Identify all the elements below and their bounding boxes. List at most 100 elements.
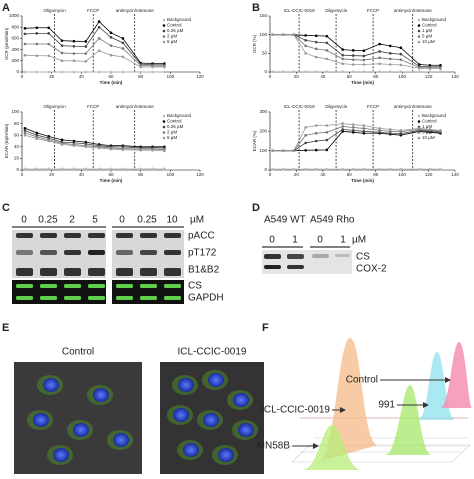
point xyxy=(60,44,64,47)
legend-marker xyxy=(162,29,166,33)
point xyxy=(23,42,27,46)
nucleus xyxy=(33,413,49,427)
band xyxy=(64,250,81,255)
fluor-band xyxy=(164,296,181,300)
x-tick-label: 20 xyxy=(49,172,55,177)
point xyxy=(362,127,366,130)
x-tick-label: 80 xyxy=(373,172,379,177)
point xyxy=(304,126,307,129)
point xyxy=(109,167,113,171)
point xyxy=(47,54,50,58)
point xyxy=(351,54,355,57)
point xyxy=(314,47,318,51)
x-tick-label: 40 xyxy=(79,74,85,79)
point xyxy=(23,32,27,36)
point xyxy=(271,33,274,36)
point xyxy=(378,167,381,171)
fluor-band xyxy=(140,296,157,300)
point xyxy=(428,70,432,73)
point xyxy=(325,34,329,38)
point xyxy=(163,70,166,74)
series-line xyxy=(24,132,165,151)
point xyxy=(439,67,442,70)
legend-marker xyxy=(162,136,166,140)
legend-label: 0.25 µM xyxy=(167,28,184,33)
y-axis-label: OCR (%) xyxy=(252,34,257,53)
point xyxy=(399,63,403,67)
y-tick-label: 1000 xyxy=(9,13,20,18)
point xyxy=(151,148,154,152)
point xyxy=(72,167,76,171)
point xyxy=(325,57,329,61)
band-label: CS xyxy=(188,281,202,292)
image-label: Control xyxy=(62,347,94,358)
band-label: pT172 xyxy=(188,248,217,259)
point xyxy=(84,52,88,55)
point xyxy=(341,122,344,125)
point xyxy=(121,37,125,40)
fluor-band xyxy=(16,284,33,288)
point xyxy=(97,167,101,171)
point xyxy=(121,70,125,74)
peak xyxy=(302,425,362,470)
band xyxy=(164,268,181,276)
point xyxy=(378,62,381,66)
point xyxy=(109,44,113,47)
band xyxy=(264,254,281,259)
dose-label: 0 xyxy=(269,235,275,246)
point xyxy=(325,70,329,73)
x-tick-label: 80 xyxy=(373,74,379,79)
point xyxy=(163,65,166,69)
band xyxy=(164,250,181,255)
series-line xyxy=(24,20,165,64)
point xyxy=(109,31,113,35)
band xyxy=(335,254,350,257)
point xyxy=(35,54,39,58)
point xyxy=(418,66,421,70)
point xyxy=(121,55,125,59)
band xyxy=(16,250,33,255)
point xyxy=(325,167,329,171)
y-tick-label: 0 xyxy=(16,167,19,172)
panel-labels: A B C D E F xyxy=(2,2,269,334)
panel-label: B xyxy=(252,2,260,14)
point xyxy=(292,149,296,152)
x-tick-label: 120 xyxy=(196,172,204,177)
band xyxy=(88,250,105,255)
x-tick-label: 0 xyxy=(21,74,24,79)
point xyxy=(439,167,442,171)
injection-label: Oligomycin xyxy=(44,104,67,109)
nucleus xyxy=(93,388,109,402)
nucleus xyxy=(208,373,224,387)
x-tick-label: 60 xyxy=(347,74,353,79)
legend-marker xyxy=(417,24,421,27)
point xyxy=(399,70,403,73)
point xyxy=(60,143,64,146)
legend-label: 5 µM xyxy=(422,130,432,135)
point xyxy=(72,39,76,43)
point xyxy=(47,26,50,30)
point xyxy=(428,128,432,131)
point xyxy=(351,167,355,171)
x-tick-label: 100 xyxy=(398,74,406,79)
point xyxy=(72,70,76,74)
point xyxy=(341,62,344,66)
point xyxy=(84,145,88,149)
point xyxy=(97,20,101,23)
point xyxy=(23,126,27,130)
point xyxy=(23,53,27,57)
series-line xyxy=(24,130,165,149)
legend-marker xyxy=(162,35,166,38)
legend-marker xyxy=(417,120,421,123)
legend-label: Control xyxy=(422,23,437,28)
nucleus xyxy=(218,448,234,462)
fluor-band xyxy=(116,296,133,300)
point xyxy=(325,131,329,134)
x-tick-label: 80 xyxy=(138,172,144,177)
x-axis-label: Time (min) xyxy=(351,178,374,183)
series-line xyxy=(24,37,165,67)
point xyxy=(47,167,50,171)
point xyxy=(351,126,355,129)
legend-marker xyxy=(162,18,166,22)
